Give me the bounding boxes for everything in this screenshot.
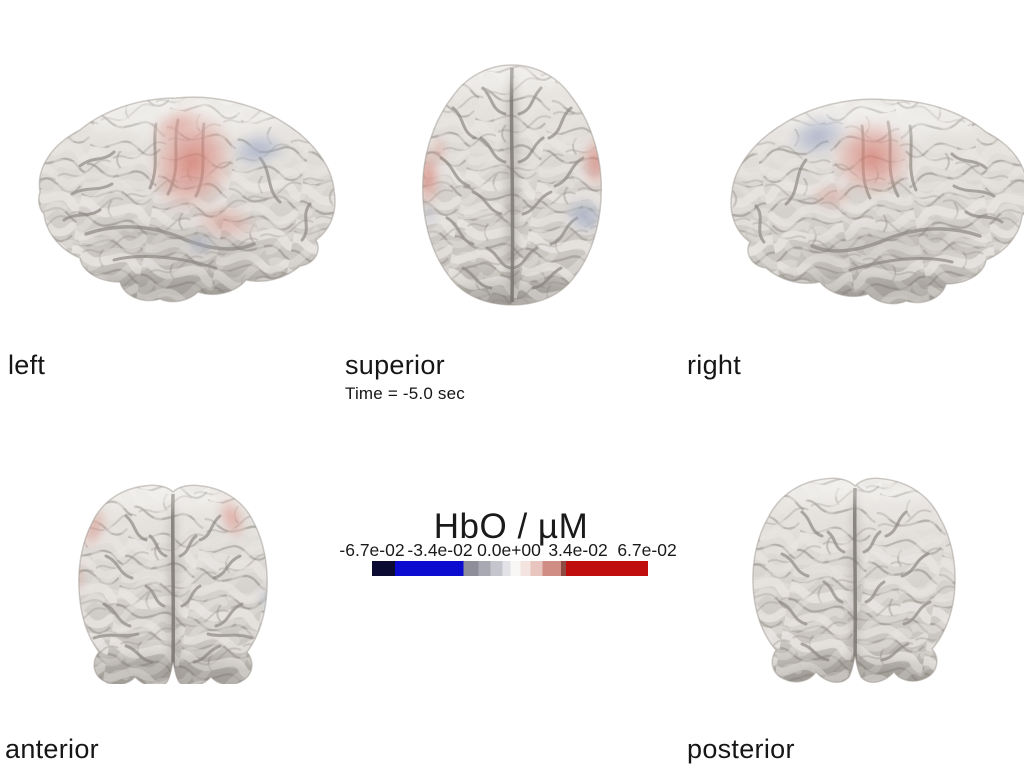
colorbar-tick-0: -6.7e-02 [339,540,405,560]
colorbar-tick-3: 3.4e-02 [548,540,608,560]
view-label-left: left [8,350,46,380]
time-label: Time = -5.0 sec [345,384,465,403]
view-label-anterior: anterior [5,734,99,764]
colorbar-tick-2: 0.0e+00 [477,540,541,560]
colorbar-title: HbO / µM [433,507,589,546]
view-label-posterior: posterior [687,734,795,764]
view-label-right: right [687,350,742,380]
brain-view-left-lateral[interactable] [28,84,350,309]
brain-view-superior[interactable] [413,58,611,308]
colorbar-gradient [372,561,648,576]
brain-view-posterior[interactable] [738,470,972,692]
colorbar-tick-1: -3.4e-02 [407,540,473,560]
brain-view-anterior[interactable] [66,476,280,684]
brain-view-right-lateral[interactable] [720,86,1024,311]
colorbar-tick-4: 6.7e-02 [617,540,677,560]
view-label-superior: superior [345,350,445,380]
